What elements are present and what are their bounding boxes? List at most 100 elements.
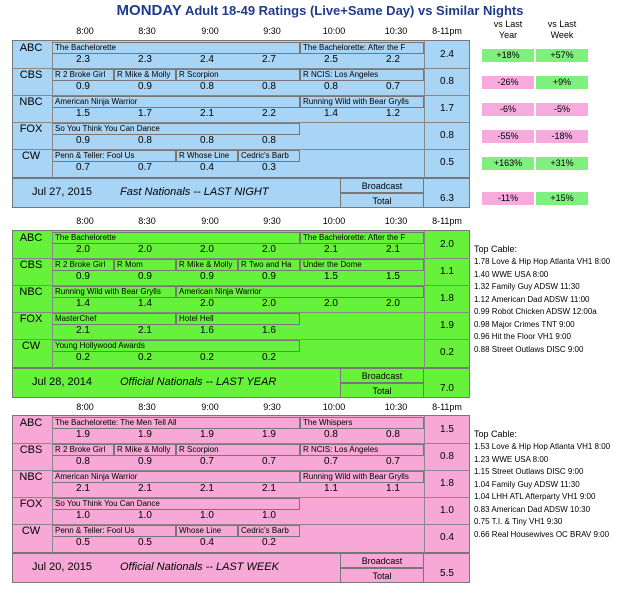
top-cable-item: 1.15 Street Outlaws DISC 9:00 [474,467,584,476]
top-cable-item: 1.04 Family Guy ADSW 11:30 [474,479,580,489]
slot-rating: 0.8 [200,81,214,92]
slot-rating: 0.8 [262,81,276,92]
total-rating: 0.2 [440,347,454,358]
slot-rating: 1.2 [386,108,400,119]
program-name: R NCIS: Los Angeles [300,444,424,456]
total-rating: 1.0 [440,505,454,516]
ratings-block-bg [12,40,470,178]
slot-rating: 0.7 [386,81,400,92]
slot-rating: 0.9 [138,456,152,467]
slot-rating: 0.2 [138,352,152,363]
network-label: NBC [19,286,43,298]
slot-rating: 1.9 [138,429,152,440]
slot-rating: 1.0 [200,510,214,521]
program-name: Cedric's Barb [238,150,300,162]
slot-rating: 2.1 [138,325,152,336]
slot-rating: 1.7 [138,108,152,119]
program-name: American Ninja Warrior [52,471,300,483]
time-header: 10:00 [322,26,346,36]
slot-rating: 1.5 [386,271,400,282]
program-name: Running Wild with Bear Grylls [300,471,424,483]
top-cable-item: 1.40 WWE USA 8:00 [474,269,549,279]
slot-rating: 1.1 [324,483,338,494]
program-name: R Mom [114,259,176,271]
network-label: CBS [19,259,43,271]
slot-rating: 2.0 [262,244,276,255]
total-label: Total [340,193,424,208]
total-rating: 1.5 [440,424,454,435]
row-divider [12,258,470,259]
slot-rating: 0.9 [76,271,90,282]
slot-rating: 0.3 [262,162,276,173]
vs-last-week-value: -18% [536,130,588,143]
program-name: R Mike & Molly [114,69,176,81]
network-label: CW [21,150,41,162]
footer-label: Fast Nationals -- LAST NIGHT [120,186,269,198]
broadcast-vs-last-year: -11% [482,192,534,205]
program-name: R Mike & Molly [176,259,238,271]
slot-rating: 0.8 [324,81,338,92]
vs-last-week-value: -5% [536,103,588,116]
network-label: FOX [19,123,43,135]
broadcast-total: 6.3 [440,193,454,204]
slot-rating: 0.8 [262,135,276,146]
slot-rating: 0.9 [262,271,276,282]
slot-rating: 0.2 [262,537,276,548]
program-name: The Whispers [300,417,424,429]
network-label: NBC [19,471,43,483]
slot-rating: 2.3 [76,54,90,65]
total-rating: 2.4 [440,49,454,60]
network-label: ABC [19,42,43,54]
top-cable-item: 1.12 American Dad ADSW 11:00 [474,294,590,304]
top-cable-item: 0.83 American Dad ADSW 10:30 [474,504,591,514]
slot-rating: 0.9 [76,81,90,92]
time-header: 9:30 [263,402,281,412]
vs-last-week-header-1: vs Last [547,19,577,29]
slot-rating: 1.1 [386,483,400,494]
top-cable-item: 0.88 Street Outlaws DISC 9:00 [474,344,584,354]
slot-rating: 0.8 [324,429,338,440]
broadcast-label: Broadcast [340,178,424,193]
top-cable-item: 1.53 Love & Hip Hop Atlanta VH1 8:00 [474,442,611,451]
net-divider [52,415,53,553]
total-divider [424,40,425,178]
row-divider [12,312,470,313]
program-name: MasterChef [52,313,176,325]
program-name: Whose Line [176,525,238,537]
slot-rating: 2.0 [324,298,338,309]
row-divider [12,285,470,286]
slot-rating: 1.6 [200,325,214,336]
time-header: 9:00 [201,216,219,226]
slot-rating: 0.2 [200,352,214,363]
slot-rating: 0.7 [324,456,338,467]
program-name: The Bachelorette: After the F [300,42,424,54]
program-name: R Scorpion [176,69,300,81]
slot-rating: 1.5 [76,108,90,119]
time-header: 9:00 [201,26,219,36]
top-cable-item: 1.04 LHH ATL Afterparty VH1 9:00 [474,492,596,501]
slot-rating: 1.0 [262,510,276,521]
broadcast-label: Broadcast [340,553,424,568]
slot-rating: 0.9 [200,271,214,282]
program-name: Under the Dome [300,259,424,271]
time-header: 10:30 [384,26,408,36]
slot-rating: 2.2 [386,54,400,65]
top-cable-item: 1.23 WWE USA 8:00 [474,454,549,464]
top-cable-item: 0.96 Hit the Floor VH1 9:00 [474,332,571,341]
title-day: MONDAY [116,2,182,19]
vs-last-week-value: +9% [536,76,588,89]
slot-rating: 2.5 [324,54,338,65]
row-divider [12,470,470,471]
slot-rating: 0.9 [138,81,152,92]
slot-rating: 0.7 [262,456,276,467]
slot-rating: 2.1 [76,483,90,494]
network-label: CBS [19,69,43,81]
program-name: Penn & Teller: Fool Us [52,525,176,537]
slot-rating: 0.8 [138,135,152,146]
program-name: Running Wild with Bear Grylls [300,96,424,108]
slot-rating: 0.9 [76,135,90,146]
total-rating: 0.4 [440,532,454,543]
total-rating: 0.8 [440,130,454,141]
network-label: ABC [19,417,43,429]
total-rating: 1.9 [440,320,454,331]
